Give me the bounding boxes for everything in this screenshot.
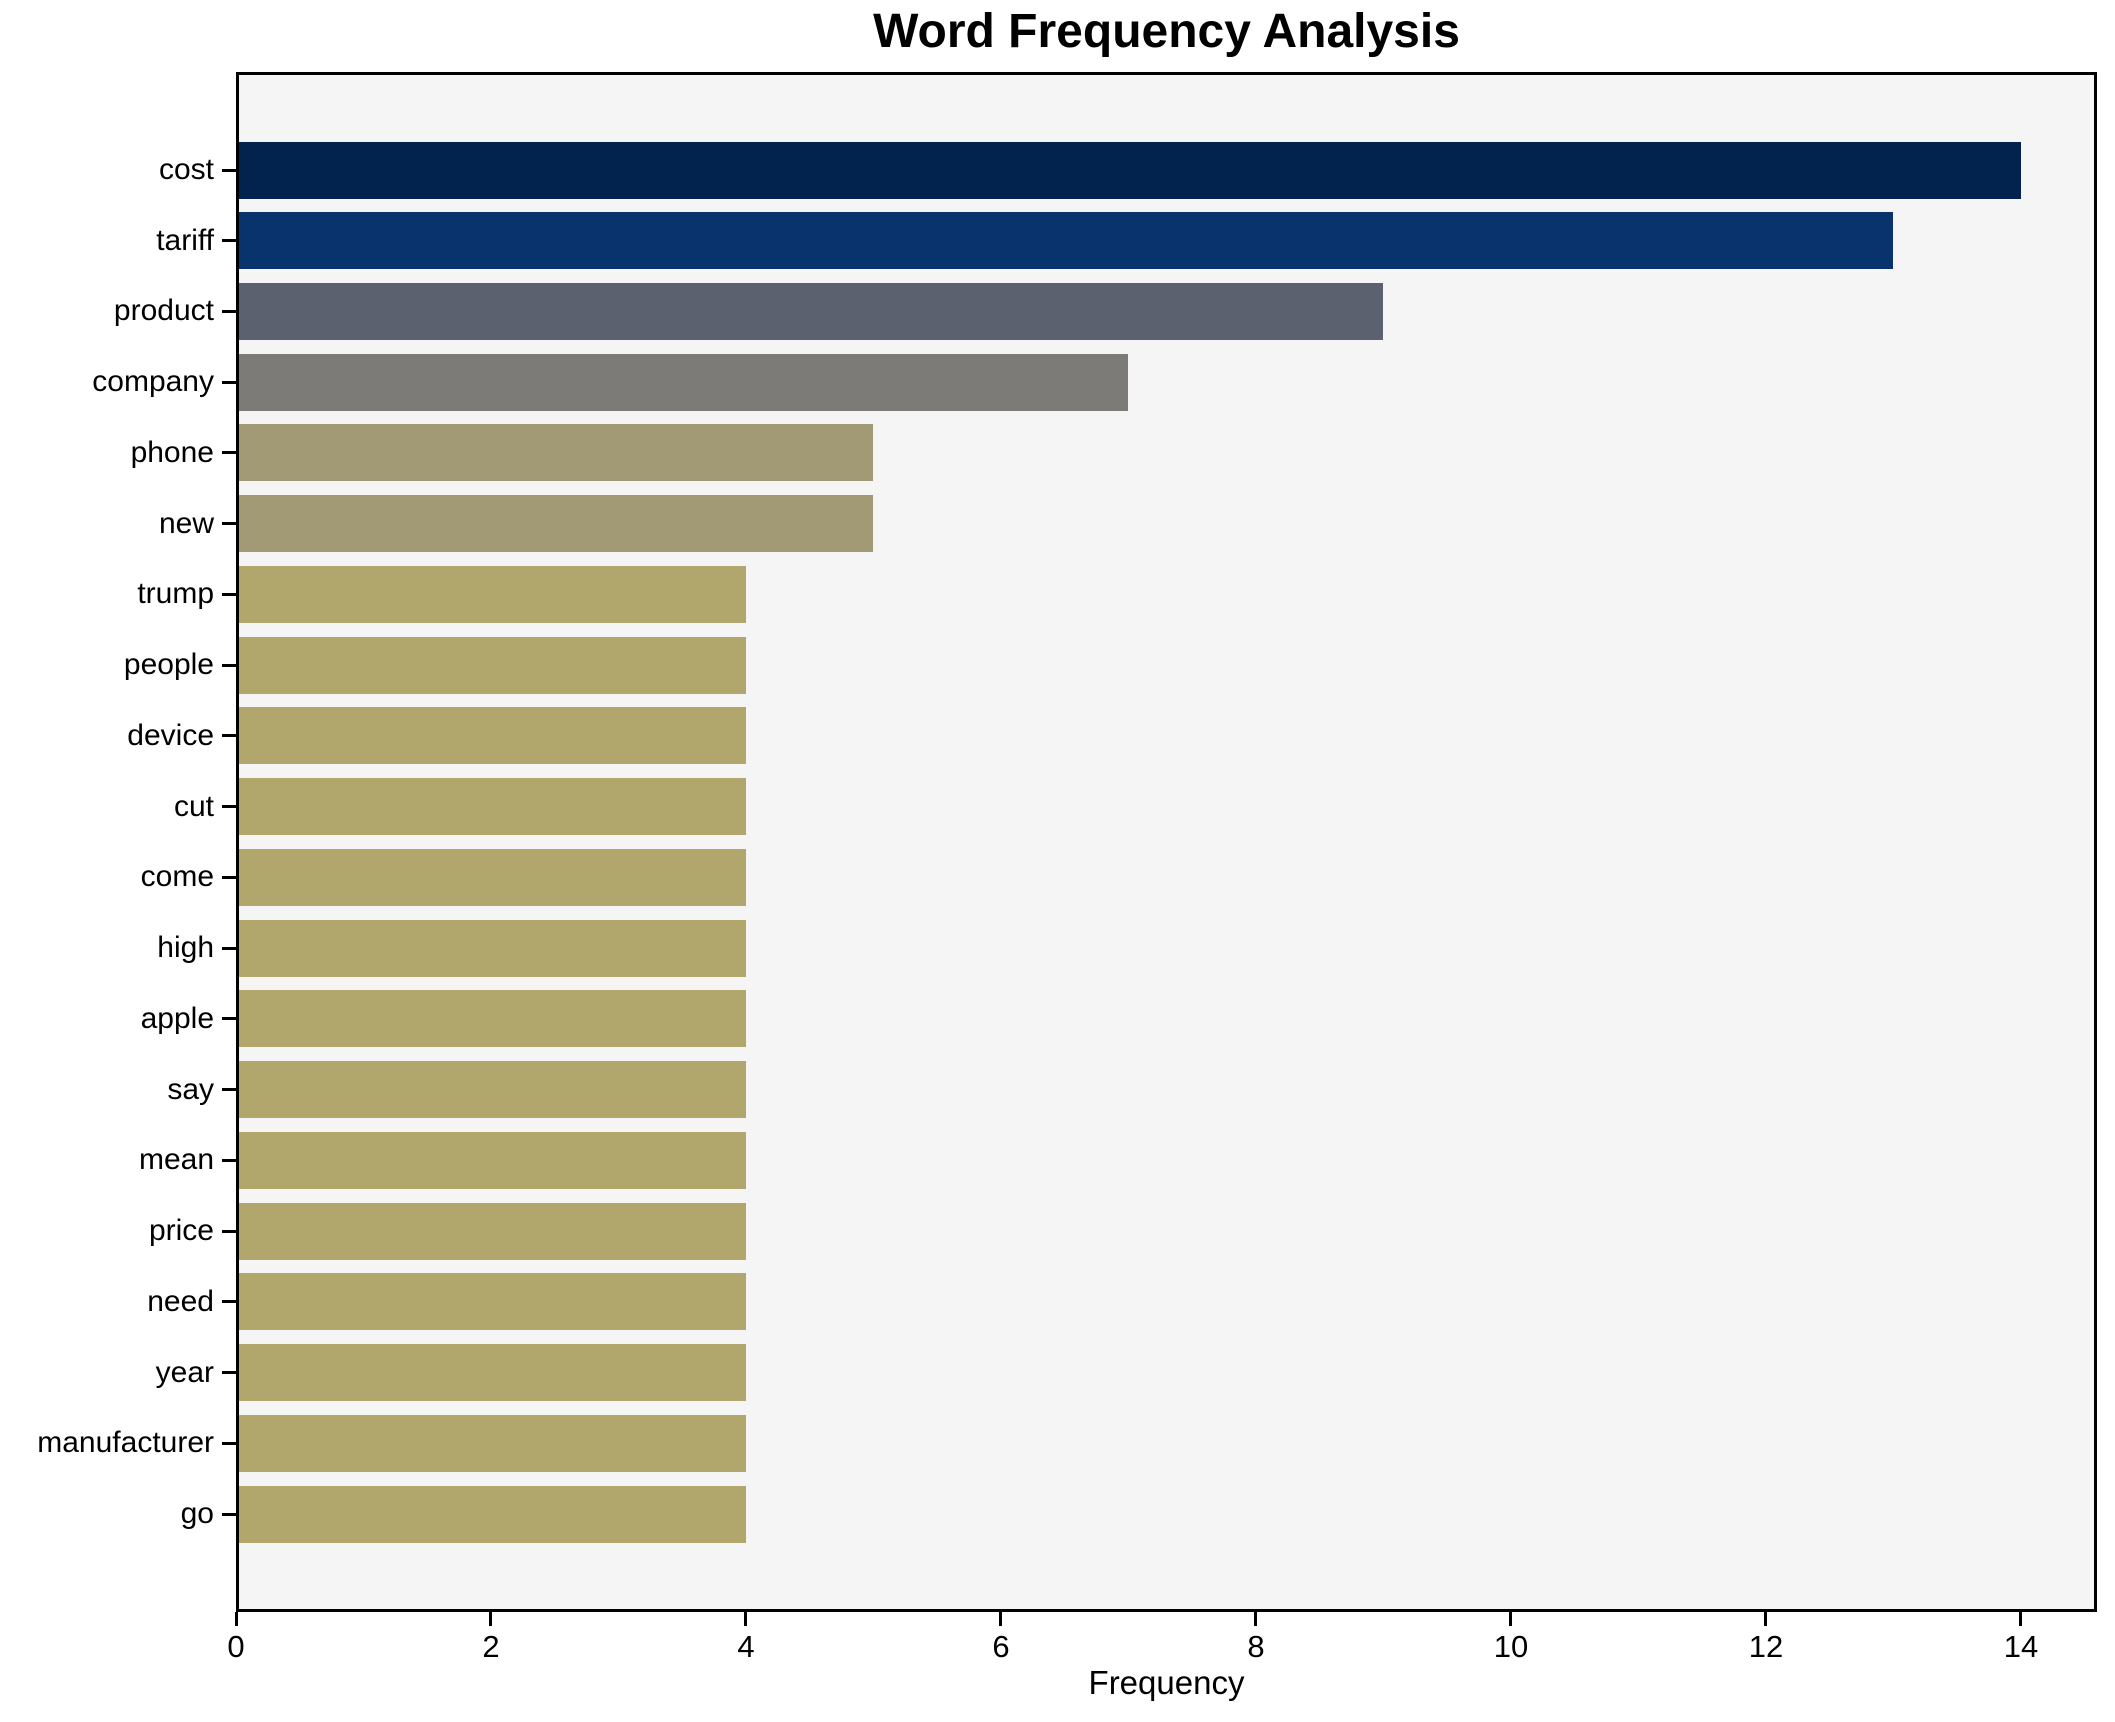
x-tick-label-10: 10 [1493,1629,1529,1664]
bar-high [236,920,746,977]
y-tick-label-manufacturer: manufacturer [37,1426,214,1459]
y-tick-label-high: high [157,931,214,964]
y-tick [222,1017,236,1020]
y-tick [222,381,236,384]
x-tick-label-2: 2 [482,1629,500,1664]
y-tick [222,239,236,242]
x-tick-label-4: 4 [737,1629,755,1664]
y-tick-label-mean: mean [138,1143,214,1176]
x-tick [2019,1612,2022,1626]
bar-price [236,1203,746,1260]
bar-apple [236,990,746,1047]
bar-product [236,283,1383,340]
x-axis-label: Frequency [1088,1664,1245,1701]
bar-need [236,1273,746,1330]
y-tick [222,734,236,737]
bar-say [236,1061,746,1118]
x-tick-label-14: 14 [2003,1629,2039,1664]
x-tick [744,1612,747,1626]
y-tick [222,310,236,313]
y-tick-label-tariff: tariff [156,224,214,257]
bar-year [236,1344,746,1401]
y-tick [222,1230,236,1233]
y-tick-label-phone: phone [130,436,214,469]
y-tick [222,1442,236,1445]
plot-area [236,72,2097,1612]
x-tick-label-0: 0 [227,1629,245,1664]
x-tick [1254,1612,1257,1626]
bar-mean [236,1132,746,1189]
y-tick-label-new: new [158,507,214,540]
y-tick-label-company: company [92,365,214,398]
y-tick-label-cut: cut [173,790,214,823]
y-tick-label-device: device [127,719,214,752]
y-tick-label-come: come [140,860,214,893]
bar-go [236,1486,746,1543]
y-tick [222,805,236,808]
y-tick [222,1300,236,1303]
bar-come [236,849,746,906]
y-tick-label-trump: trump [137,577,214,610]
y-tick [222,451,236,454]
y-tick-label-go: go [180,1497,214,1530]
y-tick-label-apple: apple [140,1002,214,1035]
bar-manufacturer [236,1415,746,1472]
x-tick [1764,1612,1767,1626]
y-tick [222,1513,236,1516]
y-tick [222,1159,236,1162]
x-tick [489,1612,492,1626]
y-tick-label-price: price [148,1214,214,1247]
bar-cost [236,142,2021,199]
bar-company [236,354,1128,411]
y-tick [222,1088,236,1091]
x-tick [1509,1612,1512,1626]
x-tick [235,1612,238,1626]
y-tick-label-people: people [123,648,214,681]
y-tick [222,169,236,172]
y-tick [222,593,236,596]
bar-cut [236,778,746,835]
y-tick-label-product: product [113,294,214,327]
y-tick [222,1371,236,1374]
bar-new [236,495,873,552]
y-tick-label-year: year [155,1356,214,1389]
y-tick-label-need: need [147,1285,214,1318]
x-tick [999,1612,1002,1626]
x-tick-label-6: 6 [992,1629,1010,1664]
bar-phone [236,424,873,481]
y-tick [222,876,236,879]
bar-trump [236,566,746,623]
x-tick-label-12: 12 [1748,1629,1784,1664]
y-tick [222,947,236,950]
bar-tariff [236,212,1893,269]
x-tick-label-8: 8 [1247,1629,1265,1664]
y-tick-label-cost: cost [158,153,214,186]
bar-device [236,707,746,764]
y-tick [222,664,236,667]
chart-title: Word Frequency Analysis [873,5,1460,58]
y-tick-label-say: say [167,1073,214,1106]
bar-people [236,637,746,694]
y-tick [222,522,236,525]
